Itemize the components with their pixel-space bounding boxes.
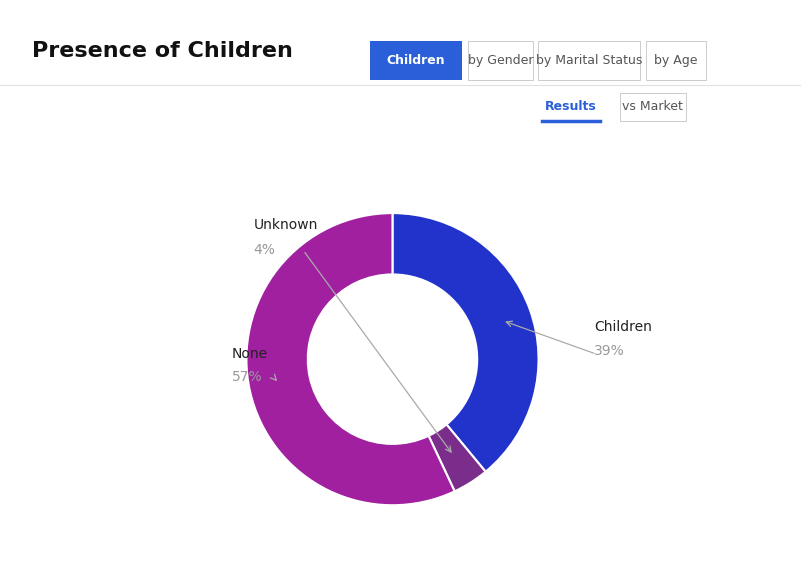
Text: Results: Results <box>545 100 597 113</box>
Wedge shape <box>247 213 455 505</box>
Text: Children: Children <box>594 321 652 334</box>
Text: 57%: 57% <box>231 370 263 384</box>
Text: Presence of Children: Presence of Children <box>32 41 293 61</box>
Text: Unknown: Unknown <box>254 218 318 232</box>
Text: 39%: 39% <box>594 344 625 357</box>
Text: by Marital Status: by Marital Status <box>536 54 642 67</box>
Text: None: None <box>231 347 268 361</box>
Text: by Age: by Age <box>654 54 698 67</box>
Text: Children: Children <box>387 54 445 67</box>
Wedge shape <box>392 213 538 472</box>
Text: vs Market: vs Market <box>622 100 683 113</box>
Text: 4%: 4% <box>254 243 276 257</box>
Wedge shape <box>429 425 485 491</box>
Text: by Gender: by Gender <box>468 54 533 67</box>
